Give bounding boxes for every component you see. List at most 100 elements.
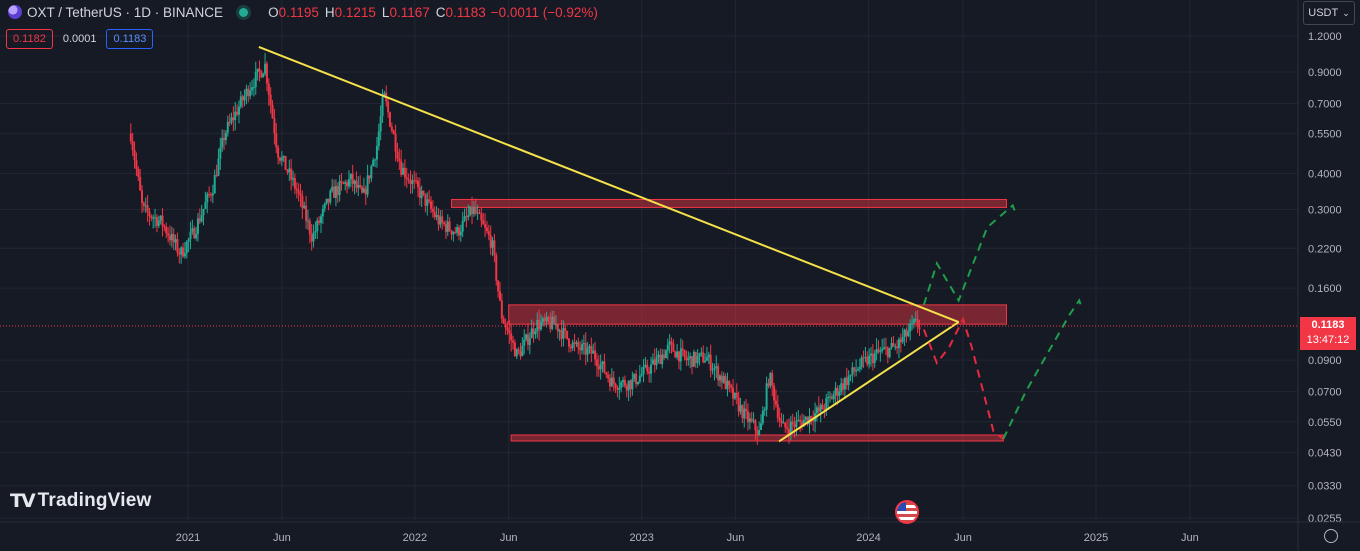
y-tick-label: 0.0255 bbox=[1308, 513, 1342, 525]
candle-body bbox=[754, 420, 757, 431]
candle-body bbox=[251, 87, 254, 91]
candle-body bbox=[892, 343, 895, 347]
candle-body bbox=[633, 373, 636, 380]
candle-body bbox=[256, 68, 259, 72]
candle-body bbox=[467, 215, 470, 218]
candle-body bbox=[484, 224, 487, 228]
candle-body bbox=[329, 190, 332, 203]
currency-select[interactable]: USDT ⌄ bbox=[1303, 1, 1355, 25]
candle-body bbox=[620, 382, 623, 388]
x-tick-label: 2021 bbox=[176, 532, 200, 544]
candle-body bbox=[830, 396, 833, 400]
candle-body bbox=[239, 96, 242, 107]
candle-body bbox=[894, 346, 897, 348]
candle-body bbox=[161, 215, 164, 227]
candle-body bbox=[556, 324, 559, 332]
candle-body bbox=[144, 205, 147, 207]
candle-body bbox=[364, 188, 367, 195]
candle-body bbox=[698, 353, 701, 357]
candle-body bbox=[185, 241, 188, 254]
candle-body bbox=[202, 208, 205, 216]
candle-body bbox=[849, 374, 852, 377]
currency-label: USDT bbox=[1308, 7, 1339, 19]
candle-body bbox=[213, 175, 216, 194]
candle-body bbox=[290, 168, 293, 180]
candle-body bbox=[422, 190, 425, 194]
candle-body bbox=[390, 126, 393, 131]
candle-body bbox=[163, 226, 166, 228]
grid-lines bbox=[0, 0, 1298, 520]
candle-body bbox=[252, 87, 255, 89]
candle-body bbox=[640, 374, 643, 376]
candle-body bbox=[247, 88, 250, 97]
candle-body bbox=[456, 227, 459, 233]
y-tick-label: 0.2200 bbox=[1308, 243, 1342, 255]
candle-body bbox=[292, 178, 295, 180]
candle-body bbox=[452, 232, 455, 235]
low-label: L bbox=[381, 4, 390, 20]
candle-body bbox=[812, 420, 815, 422]
bullish-projection bbox=[1002, 298, 1084, 440]
close-label: C bbox=[435, 4, 446, 20]
candle-body bbox=[476, 212, 479, 214]
candle-body bbox=[180, 247, 183, 255]
candle-body bbox=[795, 420, 798, 427]
buy-price-button[interactable]: 0.1183 bbox=[106, 29, 154, 49]
candle-body bbox=[478, 212, 481, 214]
candle-body bbox=[150, 216, 153, 218]
bullish-projection bbox=[922, 203, 1017, 306]
candle-body bbox=[750, 418, 753, 422]
candle-body bbox=[237, 106, 240, 115]
candle-body bbox=[510, 333, 513, 341]
candle-body bbox=[361, 187, 364, 193]
trendline bbox=[258, 45, 960, 324]
y-tick-label: 0.7000 bbox=[1308, 98, 1342, 110]
candle-body bbox=[860, 357, 863, 367]
candle-body bbox=[832, 394, 835, 400]
candle-body bbox=[319, 216, 322, 223]
price-axis[interactable]: 1.2000 0.9000 0.7000 0.5500 0.4000 0.3000 0.22… bbox=[1297, 0, 1342, 551]
candle-body bbox=[733, 392, 736, 399]
candle-body bbox=[297, 190, 300, 194]
candle-body bbox=[890, 343, 893, 348]
x-tick-label: Jun bbox=[500, 532, 518, 544]
candle-body bbox=[672, 343, 675, 352]
market-status-icon[interactable] bbox=[239, 7, 249, 17]
trendlines[interactable] bbox=[258, 45, 960, 443]
candle-body bbox=[765, 383, 768, 410]
y-tick-label: 0.3000 bbox=[1308, 204, 1342, 216]
candle-body bbox=[282, 156, 285, 158]
settings-gear-icon[interactable] bbox=[1324, 529, 1338, 543]
sell-price-button[interactable]: 0.1182 bbox=[6, 29, 53, 49]
x-tick-label: 2024 bbox=[856, 532, 880, 544]
candle-body bbox=[480, 213, 483, 221]
us-flag-icon[interactable] bbox=[895, 500, 919, 524]
candle-body bbox=[430, 201, 433, 209]
symbol-title[interactable]: OXT / TetherUS · 1D · BINANCE bbox=[27, 4, 224, 20]
candle-body bbox=[773, 385, 776, 401]
candle-body bbox=[366, 175, 369, 195]
x-tick-label: Jun bbox=[273, 532, 291, 544]
candle-body bbox=[870, 353, 873, 356]
time-axis[interactable]: 2021 Jun 2022 Jun 2023 Jun 2024 Jun 2025 Jun bbox=[0, 521, 1360, 544]
candle-body bbox=[431, 208, 434, 212]
candle-body bbox=[526, 334, 529, 345]
candle-body bbox=[843, 378, 846, 390]
candle-body bbox=[911, 322, 914, 324]
high-label: H bbox=[324, 4, 335, 20]
tradingview-logo[interactable]: TV TradingView bbox=[10, 490, 151, 512]
x-tick-label: Jun bbox=[954, 532, 972, 544]
candle-body bbox=[223, 137, 226, 141]
candle-body bbox=[355, 180, 358, 188]
candle-body bbox=[720, 375, 723, 383]
candle-body bbox=[581, 344, 584, 351]
candle-body bbox=[638, 375, 641, 382]
candle-body bbox=[200, 215, 203, 222]
candle-body bbox=[454, 232, 457, 234]
candle-body bbox=[728, 380, 731, 386]
candle-body bbox=[245, 88, 248, 96]
candle-body bbox=[741, 405, 744, 419]
candle-body bbox=[234, 111, 237, 121]
